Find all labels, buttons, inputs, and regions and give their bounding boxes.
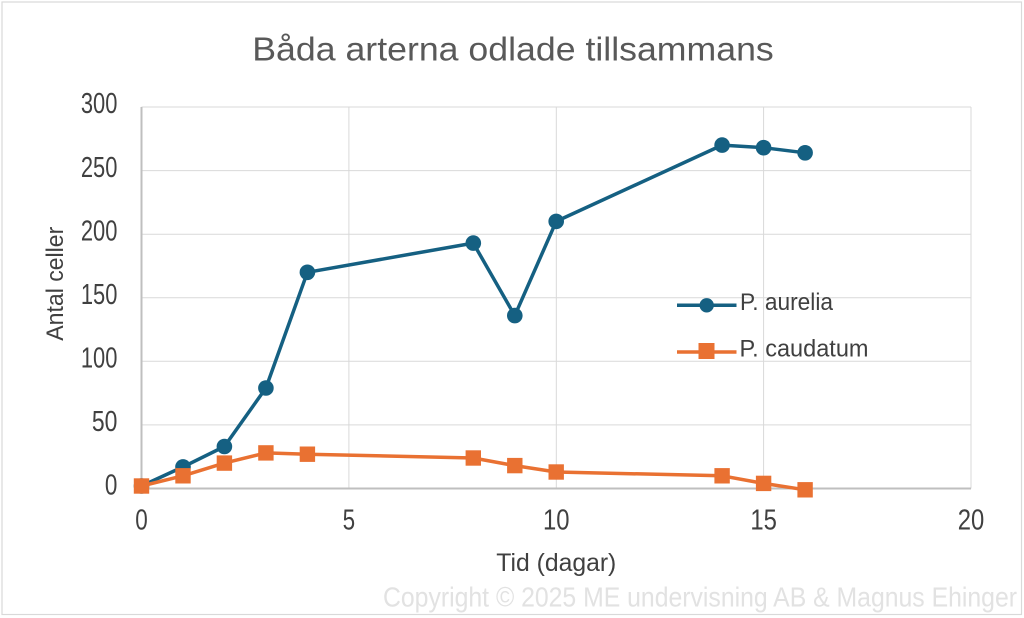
svg-text:Båda arterna odlade tillsamman: Båda arterna odlade tillsammans [252,31,774,68]
svg-text:100: 100 [81,343,118,375]
svg-text:250: 250 [81,152,118,184]
svg-text:P. caudatum: P. caudatum [740,336,869,363]
svg-text:Tid (dagar): Tid (dagar) [496,549,616,577]
svg-text:0: 0 [105,470,118,502]
svg-text:20: 20 [958,505,985,537]
svg-text:P. aurelia: P. aurelia [740,289,833,316]
svg-text:Copyright © 2025 ME undervisni: Copyright © 2025 ME undervisning AB & Ma… [383,582,1017,613]
svg-text:Antal celler: Antal celler [42,227,69,341]
svg-text:300: 300 [81,88,118,120]
svg-text:50: 50 [92,406,118,438]
svg-text:200: 200 [81,215,118,247]
svg-text:150: 150 [81,279,118,311]
svg-text:15: 15 [750,505,777,537]
svg-text:10: 10 [543,505,570,537]
svg-text:5: 5 [343,505,356,537]
svg-text:0: 0 [135,505,148,537]
